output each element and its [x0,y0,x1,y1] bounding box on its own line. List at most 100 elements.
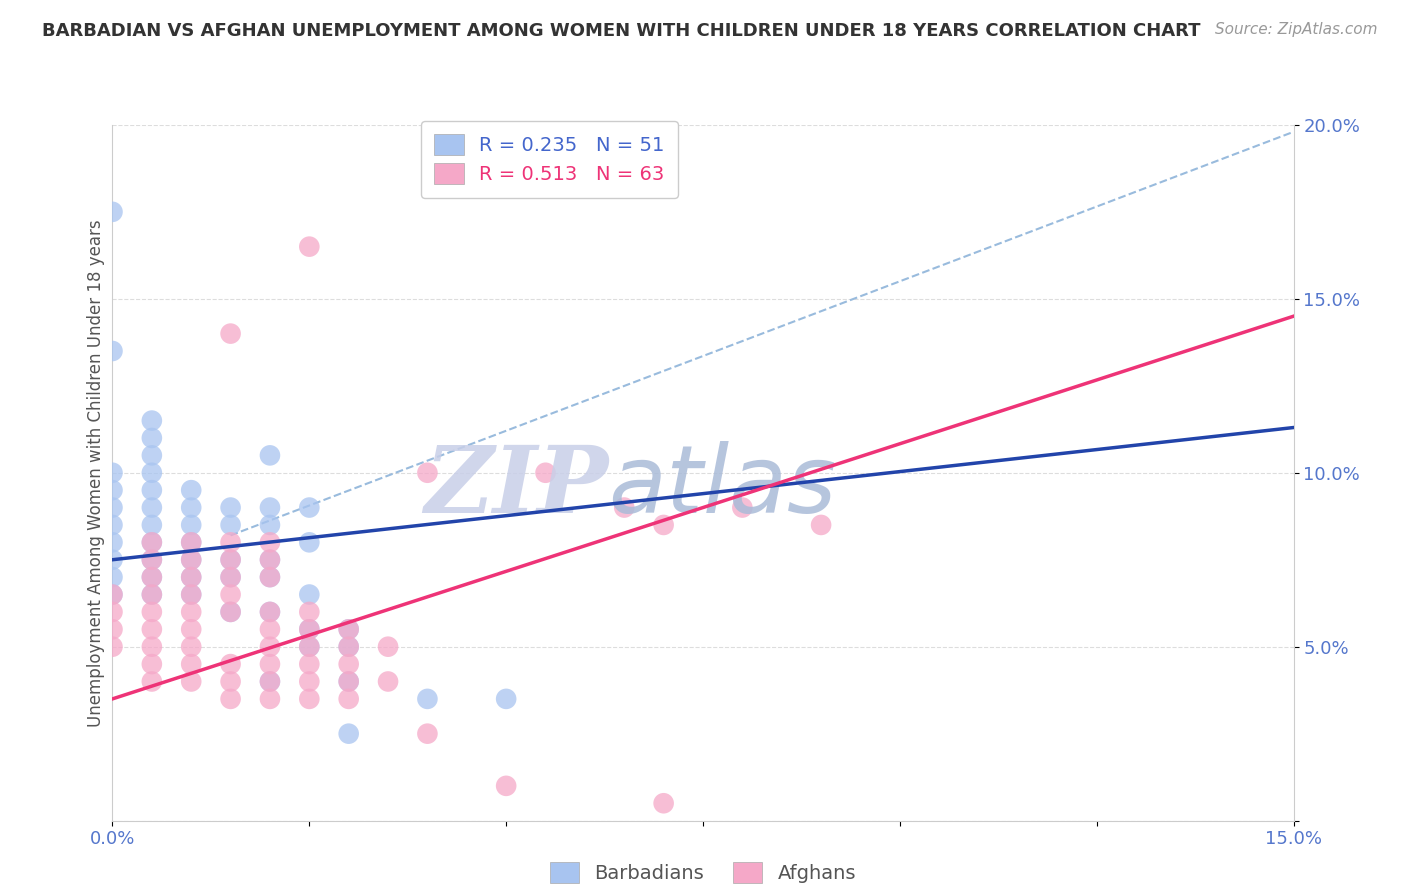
Point [219,570,242,584]
Point [298,605,321,619]
Point [259,517,281,532]
Point [141,535,163,549]
Text: ZIP: ZIP [425,442,609,532]
Point [259,552,281,567]
Point [219,692,242,706]
Point [180,535,202,549]
Point [298,674,321,689]
Point [219,535,242,549]
Point [101,605,124,619]
Point [101,535,124,549]
Point [180,517,202,532]
Point [180,640,202,654]
Point [298,239,321,253]
Point [259,552,281,567]
Point [101,500,124,515]
Point [101,205,124,219]
Point [337,692,360,706]
Point [180,570,202,584]
Point [416,726,439,740]
Point [141,587,163,601]
Point [298,623,321,637]
Point [259,623,281,637]
Text: atlas: atlas [609,442,837,533]
Point [180,587,202,601]
Point [180,500,202,515]
Point [337,640,360,654]
Point [219,570,242,584]
Point [259,605,281,619]
Point [180,552,202,567]
Point [337,726,360,740]
Point [180,605,202,619]
Point [180,483,202,497]
Point [180,552,202,567]
Point [298,692,321,706]
Point [298,500,321,515]
Point [141,674,163,689]
Point [298,535,321,549]
Point [298,640,321,654]
Point [259,570,281,584]
Point [101,570,124,584]
Point [180,657,202,671]
Point [141,414,163,428]
Point [101,517,124,532]
Point [141,517,163,532]
Point [259,657,281,671]
Point [219,552,242,567]
Point [141,483,163,497]
Point [101,623,124,637]
Point [298,587,321,601]
Point [337,623,360,637]
Point [259,674,281,689]
Point [377,674,399,689]
Point [219,657,242,671]
Point [141,552,163,567]
Point [495,692,517,706]
Point [180,674,202,689]
Point [259,500,281,515]
Point [101,466,124,480]
Point [219,517,242,532]
Point [259,674,281,689]
Point [141,552,163,567]
Point [141,657,163,671]
Y-axis label: Unemployment Among Women with Children Under 18 years: Unemployment Among Women with Children U… [87,219,105,727]
Point [141,570,163,584]
Point [259,570,281,584]
Point [101,587,124,601]
Point [337,623,360,637]
Point [141,535,163,549]
Point [101,587,124,601]
Point [180,587,202,601]
Point [219,500,242,515]
Point [141,570,163,584]
Point [377,640,399,654]
Point [219,587,242,601]
Point [613,500,636,515]
Point [101,343,124,358]
Point [141,640,163,654]
Point [495,779,517,793]
Point [337,674,360,689]
Point [337,640,360,654]
Point [298,657,321,671]
Point [219,326,242,341]
Point [141,587,163,601]
Point [259,640,281,654]
Point [416,692,439,706]
Point [180,623,202,637]
Point [101,483,124,497]
Text: Source: ZipAtlas.com: Source: ZipAtlas.com [1215,22,1378,37]
Point [259,605,281,619]
Point [141,500,163,515]
Point [219,674,242,689]
Legend: Barbadians, Afghans: Barbadians, Afghans [541,855,865,891]
Point [141,466,163,480]
Point [337,657,360,671]
Point [259,535,281,549]
Point [337,674,360,689]
Point [141,623,163,637]
Point [219,605,242,619]
